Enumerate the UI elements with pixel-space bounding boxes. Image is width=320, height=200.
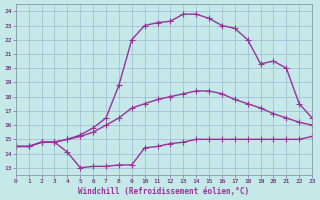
X-axis label: Windchill (Refroidissement éolien,°C): Windchill (Refroidissement éolien,°C) (78, 187, 250, 196)
